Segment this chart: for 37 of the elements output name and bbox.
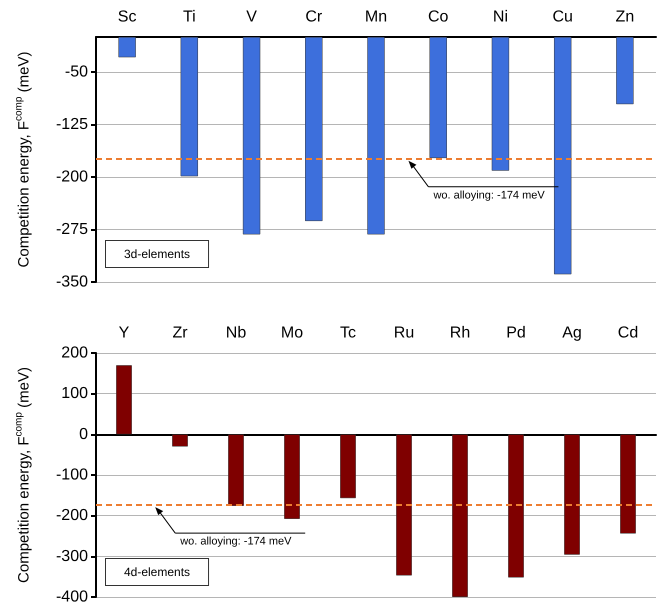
y-tick-label: 0 — [79, 426, 88, 443]
x-tick-label: Ru — [394, 324, 414, 342]
ref-line-label: wo. alloying: -174 meV — [179, 536, 292, 548]
y-tick-label: 100 — [61, 385, 88, 402]
x-tick-label: Zr — [172, 324, 188, 342]
x-tick-label: Ti — [182, 8, 196, 26]
x-tick-label: Zn — [616, 8, 634, 26]
x-tick-label: Y — [118, 324, 130, 342]
x-tick-label: Ag — [562, 324, 582, 342]
y-tick-label: -300 — [56, 548, 88, 565]
y-axis-title: Competition energy, Fcomp (meV) — [14, 52, 32, 268]
y-tick-label: -125 — [56, 116, 88, 133]
x-tick-label: Rh — [450, 324, 470, 342]
y-tick-label: 200 — [61, 344, 88, 362]
x-tick-label: Cd — [618, 324, 638, 342]
y-tick-label: -50 — [64, 64, 88, 80]
x-tick-label: Cr — [305, 8, 323, 26]
y-tick-label: -350 — [56, 274, 88, 290]
x-tick-label: Cu — [552, 8, 573, 26]
y-tick-label: -400 — [56, 588, 88, 605]
annotation: 3d-elements — [124, 247, 190, 261]
x-tick-label: Tc — [340, 324, 356, 342]
x-tick-label: V — [246, 8, 258, 26]
x-tick-label: Pd — [506, 324, 526, 342]
annotation: 4d-elements — [124, 565, 190, 579]
y-tick-label: -275 — [56, 221, 88, 238]
y-tick-label: -200 — [56, 168, 88, 186]
x-tick-label: Co — [428, 8, 449, 26]
y-axis-title: Competition energy, Fcomp (meV) — [14, 367, 32, 583]
x-tick-label: Nb — [226, 324, 246, 342]
x-tick-label: Sc — [118, 8, 136, 26]
x-tick-label: Mo — [280, 324, 304, 342]
x-tick-label: Ni — [492, 8, 508, 26]
x-tick-label: Mn — [364, 8, 388, 26]
y-tick-label: -100 — [56, 466, 88, 484]
ref-line-label: wo. alloying: -174 meV — [432, 189, 546, 202]
y-tick-label: -200 — [56, 507, 88, 524]
